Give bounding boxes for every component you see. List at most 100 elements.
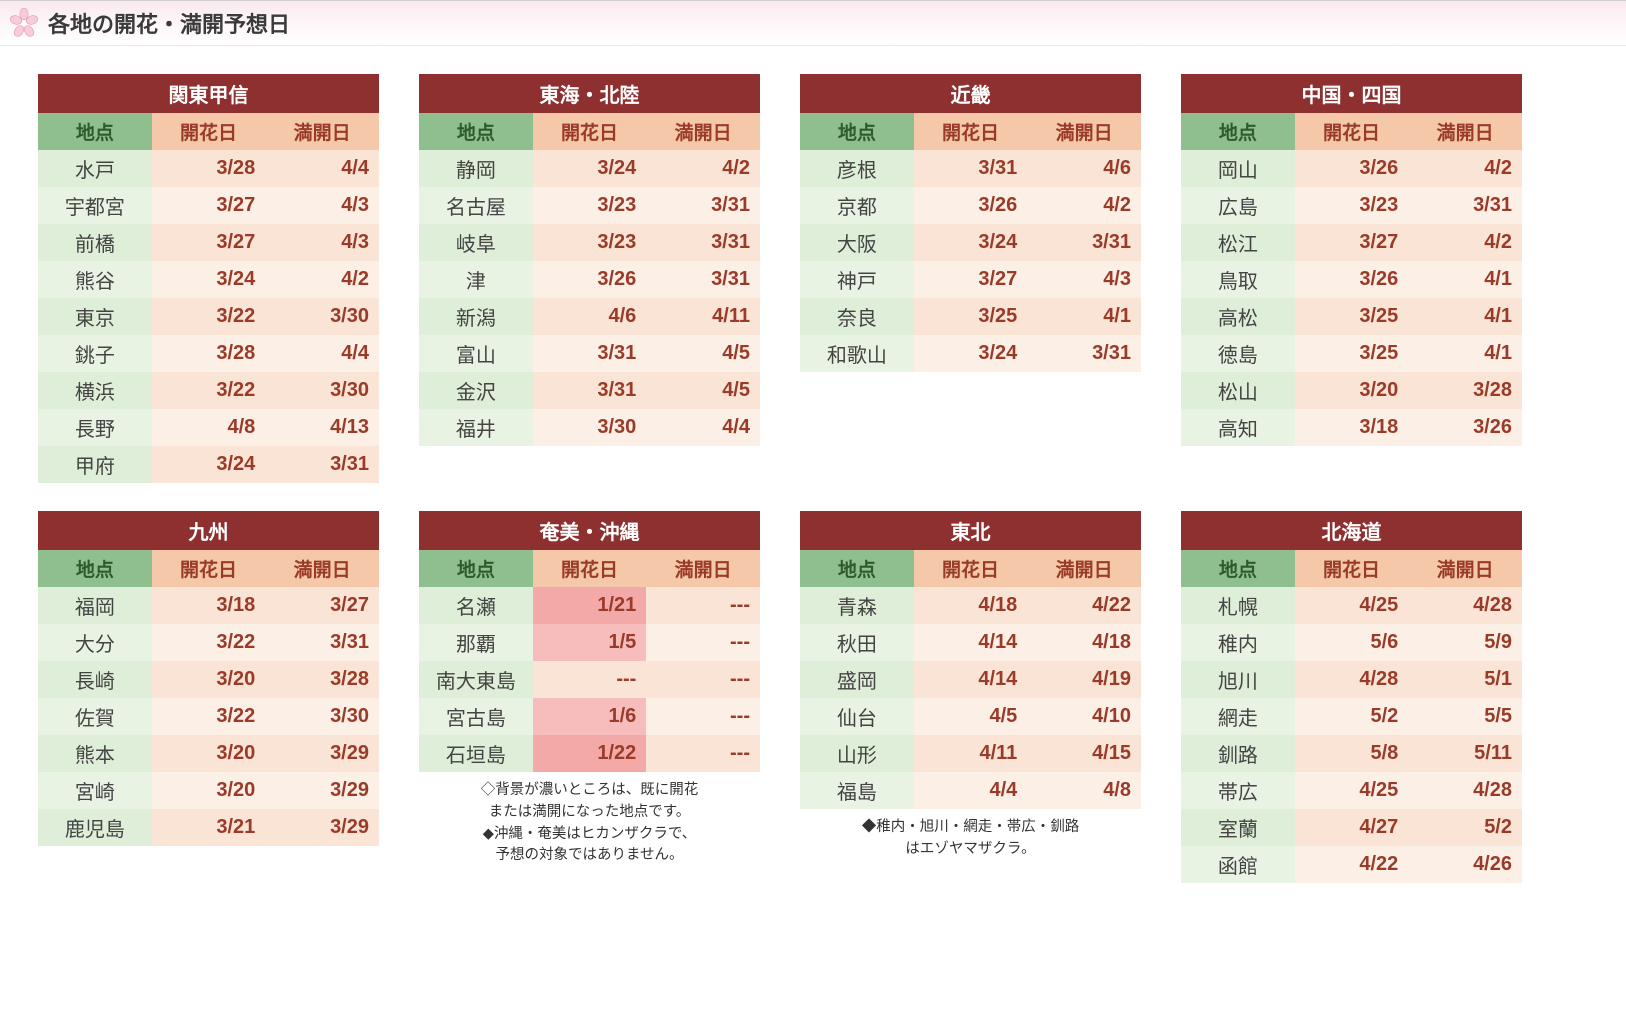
table-row: 仙台4/54/10 — [800, 698, 1141, 735]
col-header-full: 満開日 — [646, 113, 760, 150]
region-block: 奄美・沖縄地点開花日満開日名瀬1/21---那覇1/5---南大東島------… — [419, 511, 760, 883]
region-title: 北海道 — [1181, 511, 1522, 550]
cell-bloom: 3/18 — [1295, 409, 1409, 446]
table-row: 奈良3/254/1 — [800, 298, 1141, 335]
cell-full: --- — [646, 587, 760, 624]
table-row: 横浜3/223/30 — [38, 372, 379, 409]
cell-loc: 宇都宮 — [38, 187, 152, 224]
forecast-table: 地点開花日満開日岡山3/264/2広島3/233/31松江3/274/2鳥取3/… — [1181, 113, 1522, 446]
table-row: 神戸3/274/3 — [800, 261, 1141, 298]
table-row: 佐賀3/223/30 — [38, 698, 379, 735]
table-row: 高松3/254/1 — [1181, 298, 1522, 335]
cell-bloom: 3/27 — [152, 187, 266, 224]
cell-loc: 福井 — [419, 409, 533, 446]
cell-bloom: 3/28 — [152, 150, 266, 187]
region-block: 関東甲信地点開花日満開日水戸3/284/4宇都宮3/274/3前橋3/274/3… — [38, 74, 379, 483]
cell-full: 5/2 — [1408, 809, 1522, 846]
cell-loc: 宮古島 — [419, 698, 533, 735]
cell-loc: 宮崎 — [38, 772, 152, 809]
cell-loc: 盛岡 — [800, 661, 914, 698]
table-row: 旭川4/285/1 — [1181, 661, 1522, 698]
cell-loc: 奈良 — [800, 298, 914, 335]
cell-bloom: 3/23 — [533, 224, 647, 261]
cell-bloom: 3/21 — [152, 809, 266, 846]
forecast-table: 地点開花日満開日青森4/184/22秋田4/144/18盛岡4/144/19仙台… — [800, 550, 1141, 809]
cell-loc: 高松 — [1181, 298, 1295, 335]
region-block: 九州地点開花日満開日福岡3/183/27大分3/223/31長崎3/203/28… — [38, 511, 379, 883]
cell-bloom: 3/24 — [152, 261, 266, 298]
table-row: 山形4/114/15 — [800, 735, 1141, 772]
table-row: 富山3/314/5 — [419, 335, 760, 372]
table-row: 宮崎3/203/29 — [38, 772, 379, 809]
cell-full: 3/30 — [265, 698, 379, 735]
table-row: 福岡3/183/27 — [38, 587, 379, 624]
cell-loc: 松江 — [1181, 224, 1295, 261]
col-header-bloom: 開花日 — [152, 113, 266, 150]
cell-loc: 前橋 — [38, 224, 152, 261]
forecast-table: 地点開花日満開日福岡3/183/27大分3/223/31長崎3/203/28佐賀… — [38, 550, 379, 846]
cell-bloom: 3/26 — [914, 187, 1028, 224]
table-row: 鳥取3/264/1 — [1181, 261, 1522, 298]
cell-full: 4/5 — [646, 335, 760, 372]
cell-loc: 静岡 — [419, 150, 533, 187]
table-row: 函館4/224/26 — [1181, 846, 1522, 883]
cell-bloom: 3/31 — [533, 335, 647, 372]
cell-full: 4/10 — [1027, 698, 1141, 735]
forecast-table: 地点開花日満開日札幌4/254/28稚内5/65/9旭川4/285/1網走5/2… — [1181, 550, 1522, 883]
region-title: 東海・北陸 — [419, 74, 760, 113]
cell-full: 4/4 — [646, 409, 760, 446]
cell-loc: 岡山 — [1181, 150, 1295, 187]
table-row: 甲府3/243/31 — [38, 446, 379, 483]
cell-loc: 室蘭 — [1181, 809, 1295, 846]
cell-full: 3/31 — [646, 187, 760, 224]
col-header-full: 満開日 — [1027, 550, 1141, 587]
region-block: 東海・北陸地点開花日満開日静岡3/244/2名古屋3/233/31岐阜3/233… — [419, 74, 760, 483]
cell-bloom: 3/24 — [533, 150, 647, 187]
cell-loc: 名古屋 — [419, 187, 533, 224]
cell-full: 5/9 — [1408, 624, 1522, 661]
region-block: 中国・四国地点開花日満開日岡山3/264/2広島3/233/31松江3/274/… — [1181, 74, 1522, 483]
cell-full: 4/1 — [1027, 298, 1141, 335]
cell-loc: 石垣島 — [419, 735, 533, 772]
cell-full: 3/29 — [265, 735, 379, 772]
table-row: 宮古島1/6--- — [419, 698, 760, 735]
cell-full: 3/31 — [1027, 335, 1141, 372]
table-row: 熊本3/203/29 — [38, 735, 379, 772]
table-row: 秋田4/144/18 — [800, 624, 1141, 661]
col-header-bloom: 開花日 — [533, 550, 647, 587]
table-row: 青森4/184/22 — [800, 587, 1141, 624]
col-header-full: 満開日 — [265, 550, 379, 587]
page-header: 各地の開花・満開予想日 — [0, 0, 1626, 46]
col-header-loc: 地点 — [800, 113, 914, 150]
col-header-bloom: 開花日 — [914, 113, 1028, 150]
table-row: 帯広4/254/28 — [1181, 772, 1522, 809]
region-block: 東北地点開花日満開日青森4/184/22秋田4/144/18盛岡4/144/19… — [800, 511, 1141, 883]
cell-bloom: 5/6 — [1295, 624, 1409, 661]
cell-bloom: 4/25 — [1295, 772, 1409, 809]
cell-bloom: 3/25 — [1295, 298, 1409, 335]
table-row: 新潟4/64/11 — [419, 298, 760, 335]
cell-bloom: 4/6 — [533, 298, 647, 335]
cell-bloom: 3/23 — [533, 187, 647, 224]
table-row: 宇都宮3/274/3 — [38, 187, 379, 224]
col-header-full: 満開日 — [1027, 113, 1141, 150]
cell-full: 3/29 — [265, 772, 379, 809]
cell-bloom: 1/21 — [533, 587, 647, 624]
col-header-loc: 地点 — [419, 550, 533, 587]
cell-loc: 仙台 — [800, 698, 914, 735]
cell-full: 3/30 — [265, 298, 379, 335]
cell-loc: 秋田 — [800, 624, 914, 661]
col-header-full: 満開日 — [1408, 113, 1522, 150]
cell-full: 4/1 — [1408, 335, 1522, 372]
cell-full: 3/27 — [265, 587, 379, 624]
cell-bloom: 1/5 — [533, 624, 647, 661]
region-block: 北海道地点開花日満開日札幌4/254/28稚内5/65/9旭川4/285/1網走… — [1181, 511, 1522, 883]
cell-bloom: 3/26 — [1295, 150, 1409, 187]
cell-full: --- — [646, 698, 760, 735]
cell-bloom: 1/22 — [533, 735, 647, 772]
cell-loc: 名瀬 — [419, 587, 533, 624]
cell-loc: 高知 — [1181, 409, 1295, 446]
table-row: 東京3/223/30 — [38, 298, 379, 335]
table-row: 松江3/274/2 — [1181, 224, 1522, 261]
cell-loc: 福島 — [800, 772, 914, 809]
